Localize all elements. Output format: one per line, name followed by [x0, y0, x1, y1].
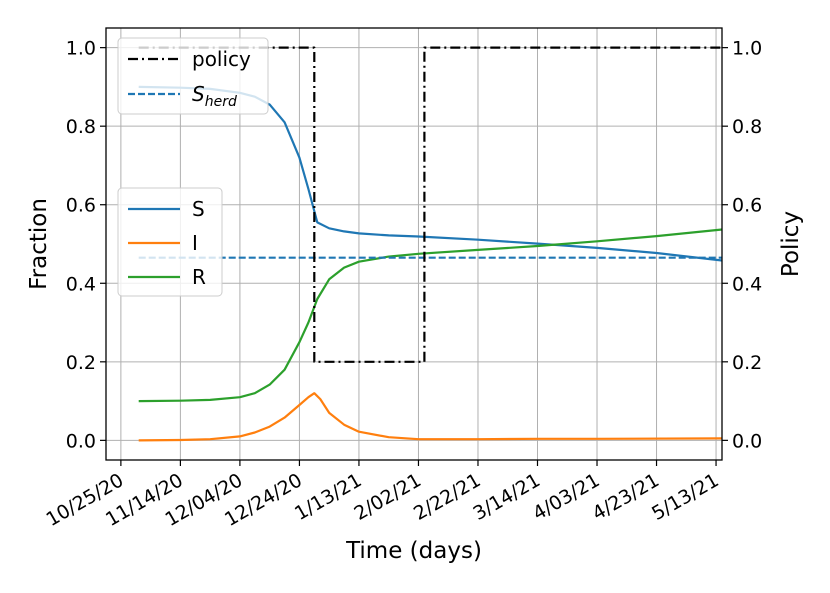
y2-tick-label: 0.6	[732, 195, 762, 217]
y-tick-label: 1.0	[66, 38, 96, 60]
x-tick-label: 3/14/21	[470, 469, 544, 525]
x-tick-label: 2/22/21	[410, 469, 484, 525]
legend-s-label: S	[192, 197, 205, 221]
legend-sir: S I R	[117, 187, 223, 297]
series-line-i	[138, 392, 723, 442]
legend-sherd-label: Sherd	[192, 82, 237, 110]
x-tick-label: 4/23/21	[589, 469, 663, 525]
legend-policy-sherd: policy Sherd	[117, 37, 269, 115]
y2-tick-label: 0.8	[732, 116, 762, 138]
x-tick-label: 2/02/21	[351, 469, 425, 525]
series-line-policy	[138, 46, 722, 363]
x-tick-label: 4/03/21	[529, 469, 603, 525]
legend-box	[117, 37, 269, 115]
y2-tick-label: 0.4	[732, 273, 762, 295]
y-tick-label: 0.4	[66, 273, 96, 295]
y2-tick-label: 0.0	[732, 430, 762, 452]
y-tick-label: 0.8	[66, 116, 96, 138]
y-tick-label: 0.0	[66, 430, 96, 452]
plot-frame	[105, 27, 723, 461]
y-axis-label: Fraction	[26, 198, 52, 290]
y2-tick-label: 1.0	[732, 38, 762, 60]
y-tick-label: 0.6	[66, 195, 96, 217]
x-tick-label: 5/13/21	[648, 469, 722, 525]
x-axis-label: Time (days)	[345, 538, 482, 564]
x-tick-label: 1/13/21	[291, 469, 365, 525]
y2-tick-label: 0.2	[732, 352, 762, 374]
legend-i-label: I	[192, 231, 198, 255]
series-line-r	[138, 228, 723, 403]
legend-policy-label: policy	[192, 47, 251, 71]
y-tick-label: 0.2	[66, 352, 96, 374]
legend-r-label: R	[192, 265, 206, 289]
y2-axis-label: Policy	[778, 211, 804, 277]
plot-lines	[138, 46, 723, 442]
